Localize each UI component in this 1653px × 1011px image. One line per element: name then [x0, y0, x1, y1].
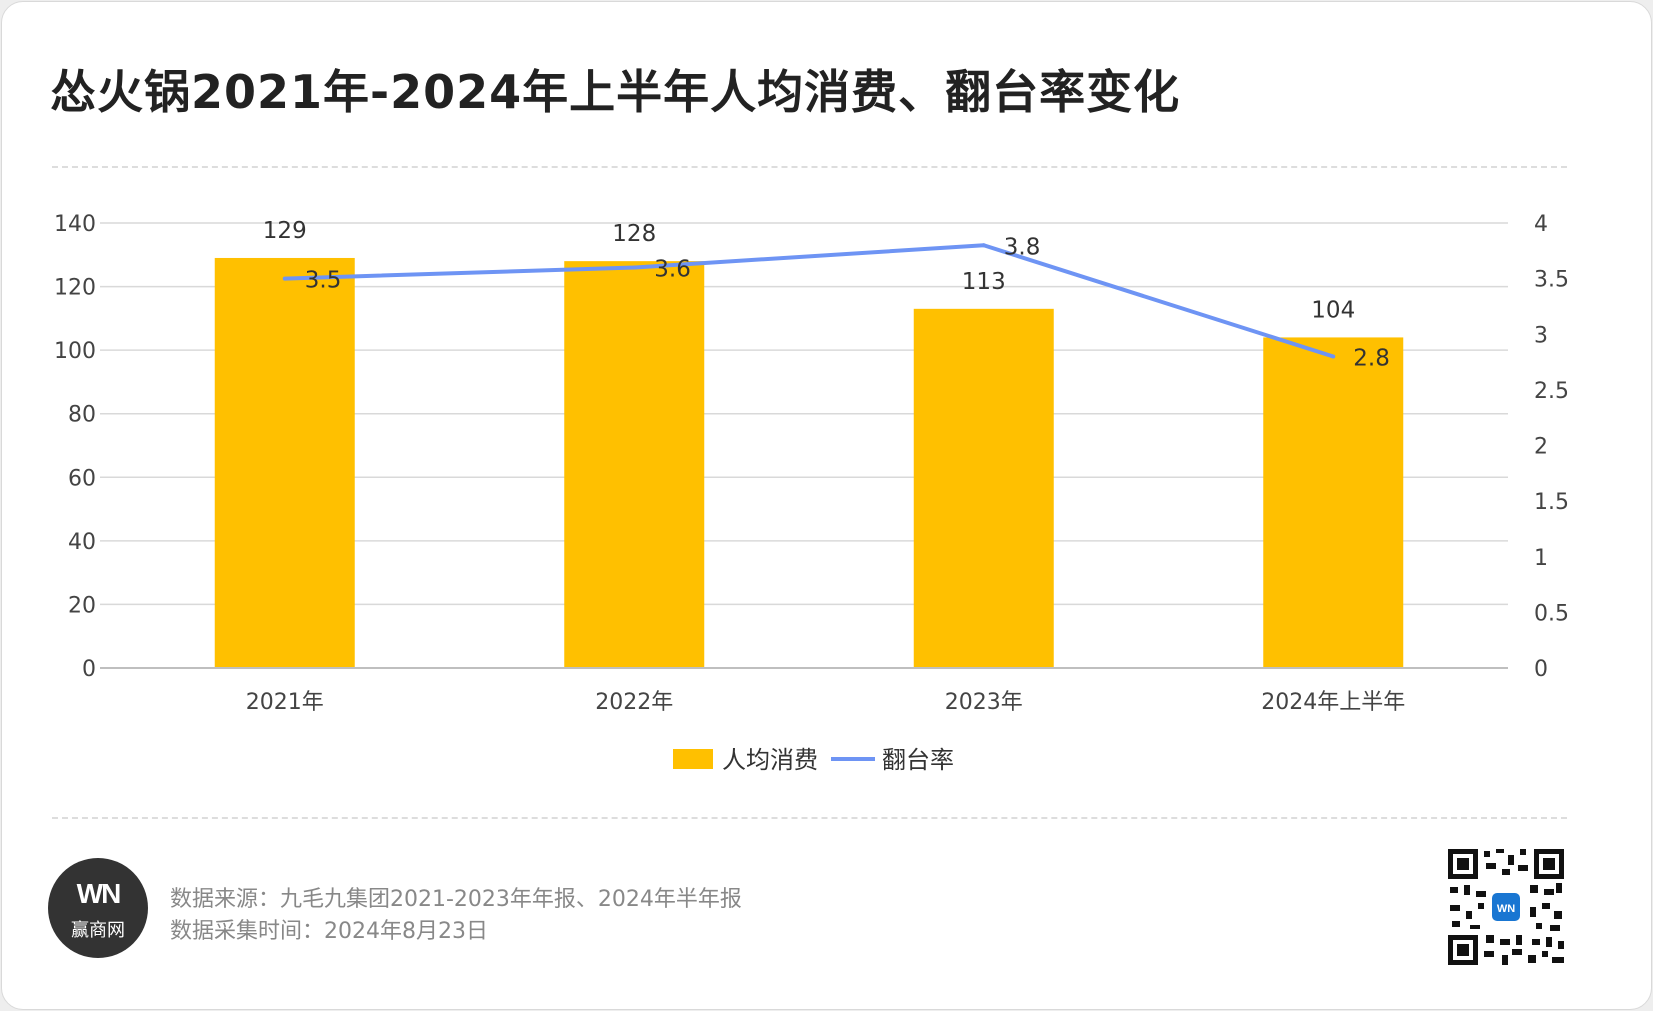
x-tick-label: 2023年 [945, 690, 1023, 715]
qr-code-icon: WN [1446, 847, 1566, 967]
bar-data-label: 128 [612, 221, 656, 247]
collection-date-line: 数据采集时间：2024年8月23日 [170, 919, 488, 944]
line-data-label: 3.8 [1004, 234, 1041, 260]
bar [1263, 337, 1404, 668]
line-data-label: 3.5 [305, 268, 342, 294]
y-left-tick-label: 40 [68, 530, 96, 555]
win-logo-icon: WN 赢商网 [48, 858, 148, 958]
y-left-tick-label: 80 [68, 403, 96, 428]
line-point [1331, 354, 1336, 359]
y-left-tick-label: 60 [68, 466, 96, 491]
line-data-label: 2.8 [1353, 346, 1390, 372]
line-point [282, 276, 287, 281]
y-left-tick-label: 20 [68, 593, 96, 618]
x-tick-label: 2021年 [246, 690, 324, 715]
x-tick-label: 2024年上半年 [1261, 690, 1405, 715]
source-line: 数据来源：九毛九集团2021-2023年年报、2024年半年报 [170, 887, 742, 912]
bar-data-label: 104 [1311, 297, 1355, 323]
chart-title: 怂火锅2021年-2024年上半年人均消费、翻台率变化 [50, 65, 1181, 119]
bar [214, 257, 355, 668]
y-right-tick-label: 3.5 [1534, 268, 1569, 293]
legend-label-bar: 人均消费 [722, 746, 818, 774]
y-right-tick-label: 1.5 [1534, 490, 1569, 515]
y-right-tick-label: 4 [1534, 212, 1548, 237]
y-right-tick-label: 0.5 [1534, 601, 1569, 626]
y-left-tick-label: 120 [54, 276, 96, 301]
y-right-tick-label: 2.5 [1534, 379, 1569, 404]
y-left-tick-label: 0 [82, 657, 96, 682]
y-left-tick-label: 140 [54, 212, 96, 237]
bar [564, 261, 705, 668]
y-right-tick-label: 2 [1534, 435, 1548, 460]
y-left-tick-label: 100 [54, 339, 96, 364]
bar-data-label: 113 [962, 269, 1006, 295]
x-tick-label: 2022年 [595, 690, 673, 715]
y-right-tick-label: 1 [1534, 546, 1548, 571]
legend-bar-swatch [673, 749, 713, 769]
y-right-tick-label: 3 [1534, 323, 1548, 348]
bar [913, 308, 1054, 668]
top-divider [52, 166, 1567, 168]
svg-text:WN: WN [1497, 903, 1515, 915]
logo-name: 赢商网 [71, 920, 125, 941]
bar-data-label: 129 [263, 218, 307, 244]
y-right-tick-label: 0 [1534, 657, 1548, 682]
line-point [981, 243, 986, 248]
line-point [632, 265, 637, 270]
line-series-path [284, 243, 1334, 359]
bottom-divider [52, 817, 1567, 819]
line-data-label: 3.6 [654, 257, 691, 283]
source-note: 数据来源：九毛九集团2021-2023年年报、2024年半年报 数据采集时间：2… [170, 884, 742, 948]
legend-label-line: 翻台率 [882, 746, 954, 774]
logo-mark: WN [76, 878, 122, 909]
combo-chart: 0 20 40 60 80 100 120 140 0 0.5 1 1.5 2 2.5 3 3.5 4 2021年… [54, 212, 1569, 774]
